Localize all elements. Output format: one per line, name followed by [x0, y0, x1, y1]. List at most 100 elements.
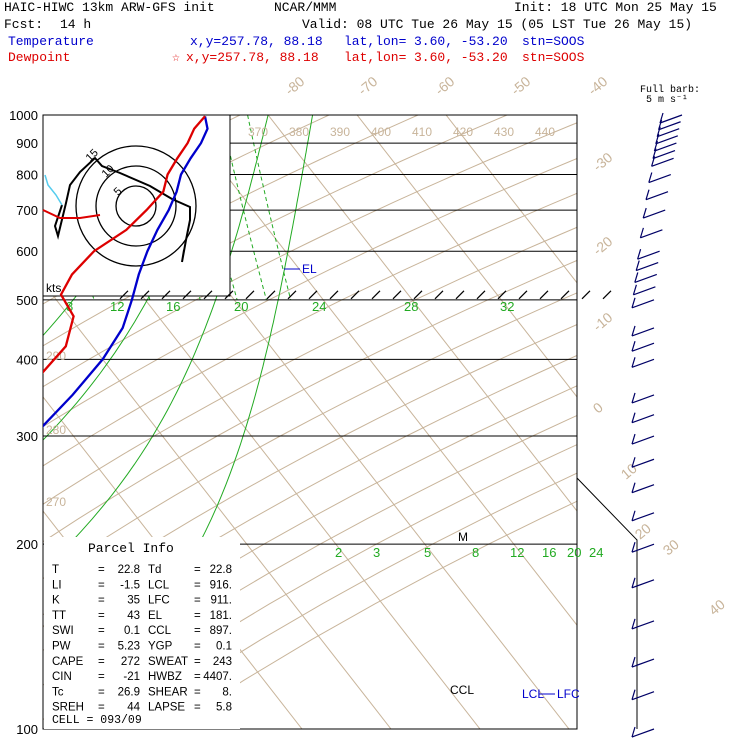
wind-barb-flag — [631, 457, 636, 468]
plot-frame — [42, 114, 578, 730]
dewpoint-legend-label: Dewpoint — [8, 50, 71, 65]
isotherm-label: 30 — [660, 536, 682, 558]
hatch-mark — [560, 290, 570, 300]
dewpoint-legend-xy: x,y=257.78, 88.18 — [186, 50, 319, 65]
theta-e-label: 410 — [412, 125, 432, 139]
hatch-mark — [203, 290, 213, 300]
dry-adiabat-line — [167, 500, 577, 729]
mixing-ratio-label: 16 — [542, 545, 556, 560]
mixing-ratio-label: 12 — [510, 545, 524, 560]
hatch-mark — [266, 290, 276, 300]
wind-barb — [631, 543, 655, 553]
isotherm-label: -60 — [432, 73, 458, 98]
annotation-m: M — [458, 530, 468, 544]
wind-barb-flag — [631, 325, 636, 337]
wind-barb — [631, 579, 655, 589]
dry-adiabat-line — [43, 157, 577, 428]
mixing-ratio-label: 20 — [234, 299, 248, 314]
isotherm-line — [267, 115, 577, 512]
hatch-mark — [371, 290, 381, 300]
forecast-hour: 14 h — [60, 17, 92, 32]
dewpoint-legend-latlon: 3.60, -53.20 — [414, 50, 508, 65]
hatch-mark — [308, 290, 318, 300]
isotherm-label: -70 — [355, 73, 381, 98]
wind-barb — [648, 173, 672, 184]
org-label: NCAR/MMM — [274, 0, 337, 15]
pressure-label: 700 — [16, 203, 38, 218]
wind-barb-flag — [631, 618, 636, 630]
hatch-mark — [140, 290, 150, 300]
dewpoint-legend-station: stn=SOOS — [522, 50, 585, 65]
wind-barb-flag — [631, 656, 636, 668]
pressure-label: 300 — [16, 429, 38, 444]
wind-barb-flag — [637, 249, 642, 260]
hodograph-axis-label: kts — [46, 281, 61, 295]
isotherm-label: -30 — [590, 149, 616, 174]
valid-time: Valid: 08 UTC Tue 26 May 15 (05 LST Tue … — [302, 17, 693, 32]
wind-barb — [631, 342, 655, 352]
mixing-ratio-label: 3 — [373, 545, 380, 560]
wind-barb — [631, 691, 655, 701]
barb-legend-title: Full barb: — [640, 85, 701, 96]
mixing-ratio-label: 8 — [66, 299, 73, 314]
init-time: Init: 18 UTC Mon 25 May 15 — [514, 0, 717, 15]
wind-barb — [631, 414, 655, 424]
wind-barb — [658, 121, 681, 131]
hatch-mark — [245, 290, 255, 300]
pressure-label: 200 — [16, 537, 38, 552]
wind-barb — [642, 209, 666, 219]
isotherm-label: 10 — [618, 460, 640, 482]
pressure-label: 500 — [16, 293, 38, 308]
wind-barb — [631, 299, 655, 309]
wind-barb — [654, 142, 677, 152]
hatch-mark — [224, 290, 234, 300]
hatch-mark — [329, 290, 339, 300]
pressure-label: 400 — [16, 352, 38, 367]
theta-e-label: 440 — [535, 125, 555, 139]
isotherm-label: -80 — [282, 73, 308, 98]
wind-barb-flag — [635, 260, 640, 271]
mixing-ratio-label: 12 — [110, 299, 124, 314]
temperature-legend-label: Temperature — [8, 34, 94, 49]
theta-e-label: 370 — [248, 125, 268, 139]
dry-adiabat-line — [43, 292, 577, 580]
pressure-label: 1000 — [9, 108, 38, 123]
wind-barb — [631, 435, 655, 445]
temperature-legend-latlon: 3.60, -53.20 — [414, 34, 508, 49]
hatch-mark — [350, 290, 360, 300]
dry-adiabat-line — [75, 444, 577, 729]
wind-barb-flag — [631, 433, 636, 445]
wind-barb-flag — [656, 126, 661, 137]
theta-e-label: 400 — [371, 125, 391, 139]
mixing-ratio-label: 16 — [166, 299, 180, 314]
hatch-mark — [581, 290, 591, 300]
isotherm-line — [43, 282, 392, 729]
wind-barb — [656, 128, 680, 138]
theta-e-label: 390 — [330, 125, 350, 139]
wind-barb-flag — [645, 189, 650, 200]
annotation-el: EL — [302, 262, 317, 276]
isotherm-label: 40 — [706, 596, 728, 618]
annotation-lcl: LCL — [522, 687, 544, 701]
wind-barb-flag — [631, 412, 636, 423]
isotherm-line — [445, 115, 577, 284]
dry-adiabat-line — [43, 226, 577, 505]
wind-barb-flag — [631, 392, 636, 404]
wind-barb-flag — [639, 227, 644, 239]
dewpoint-star-icon: ☆ — [172, 50, 180, 65]
temperature-legend-station: stn=SOOS — [522, 34, 585, 49]
isotherm-label: -20 — [590, 233, 616, 258]
mixing-ratio-label: 2 — [335, 545, 342, 560]
wind-barb-flag — [634, 272, 639, 283]
dry-adiabat-line — [43, 414, 577, 721]
model-title: HAIC-HIWC 13km ARW-GFS init — [4, 0, 215, 15]
mixing-ratio-label: 5 — [424, 545, 431, 560]
wind-barb — [637, 250, 660, 260]
hodograph-trace — [53, 156, 191, 263]
wind-barb — [655, 135, 679, 145]
temperature-profile — [43, 116, 209, 428]
wind-barb — [631, 658, 655, 668]
temperature-legend-latlon-label: lat,lon= — [344, 34, 407, 49]
wind-barb-flag — [631, 577, 636, 588]
theta-label: 280 — [46, 423, 66, 437]
